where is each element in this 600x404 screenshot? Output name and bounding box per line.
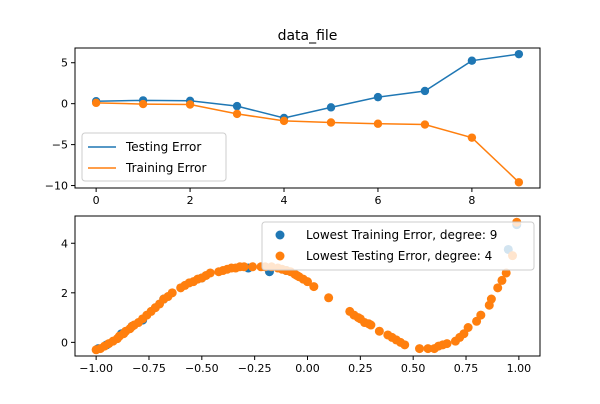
legend-label: Lowest Training Error, degree: 9: [306, 228, 497, 242]
x-tick-label: 0: [93, 194, 100, 207]
legend-label: Testing Error: [125, 140, 201, 154]
x-tick-label: −0.25: [238, 362, 272, 375]
data-point: [232, 109, 242, 119]
data-point: [514, 49, 524, 59]
scatter-point: [366, 320, 376, 330]
scatter-point: [486, 294, 496, 304]
data-point: [91, 98, 101, 108]
axes-frame: [74, 47, 541, 189]
x-tick-label: −0.75: [132, 362, 166, 375]
x-tick-label: −0.50: [185, 362, 219, 375]
series-line: [96, 102, 520, 183]
x-tick-label: 0.25: [348, 362, 373, 375]
y-tick-label: 4: [61, 237, 68, 250]
bottom-chart: −1.00 −0.75 −0.50 −0.25 0.00 0.25 0.50 0.75 1.00…: [61, 215, 541, 375]
y-tick-label: 5: [61, 57, 68, 70]
x-tick-label: 0.50: [401, 362, 426, 375]
data-point: [514, 178, 524, 187]
series-line: [96, 53, 519, 119]
data-point: [467, 56, 477, 65]
scatter-point: [309, 282, 319, 292]
legend-label: Lowest Testing Error, degree: 4: [306, 249, 492, 263]
data-point: [420, 120, 430, 129]
scatter-point: [167, 288, 177, 298]
scatter-point: [400, 340, 410, 350]
data-point: [279, 116, 289, 126]
scatter-point: [493, 283, 503, 293]
scatter-point: [476, 310, 486, 320]
y-tick-label: 0: [61, 336, 68, 349]
scatter-point: [415, 344, 425, 354]
scatter-point: [497, 275, 507, 285]
scatter-point: [423, 344, 433, 354]
legend-box: [261, 221, 535, 271]
x-tick-label: 6: [374, 194, 381, 207]
data-point: [326, 103, 336, 112]
top-chart: data_file 0 2 4 6 8 5 0 −5 −10 Testing Error Traini…: [45, 28, 541, 207]
data-point: [467, 133, 477, 142]
y-tick-label: −10: [45, 180, 68, 193]
legend-swatch: [275, 230, 285, 240]
y-tick-label: 2: [61, 287, 68, 300]
legend-box: [81, 132, 227, 182]
x-tick-label: −1.00: [79, 362, 113, 375]
x-tick-label: 2: [187, 194, 194, 207]
x-tick-label: 0.75: [454, 362, 479, 375]
legend: Testing Error Training Error: [81, 132, 227, 182]
scatter-point: [248, 262, 258, 272]
axes-frame: [74, 215, 541, 357]
x-tick-label: 0.00: [295, 362, 320, 375]
data-point: [138, 99, 148, 109]
scatter-point: [374, 326, 384, 336]
data-point: [326, 118, 336, 127]
legend-label: Training Error: [125, 161, 206, 175]
scatter-point: [501, 268, 511, 278]
y-tick-label: 0: [61, 98, 68, 111]
data-point: [185, 100, 195, 109]
scatter-point: [324, 293, 334, 303]
x-tick-label: 8: [468, 194, 475, 207]
scatter-point: [239, 262, 249, 272]
chart-title: data_file: [278, 28, 338, 44]
data-point: [232, 101, 242, 111]
scatter-point: [442, 339, 452, 349]
x-tick-label: 4: [281, 194, 288, 207]
y-tick-label: −5: [52, 139, 68, 152]
scatter-point: [205, 268, 215, 278]
data-point: [373, 119, 383, 128]
x-tick-label: 1.00: [507, 362, 532, 375]
legend: Lowest Training Error, degree: 9 Lowest T…: [261, 221, 535, 271]
legend-swatch: [275, 251, 285, 261]
scatter-point: [463, 323, 473, 333]
data-point: [420, 86, 430, 96]
data-point: [373, 92, 383, 102]
scatter-point: [303, 277, 312, 287]
